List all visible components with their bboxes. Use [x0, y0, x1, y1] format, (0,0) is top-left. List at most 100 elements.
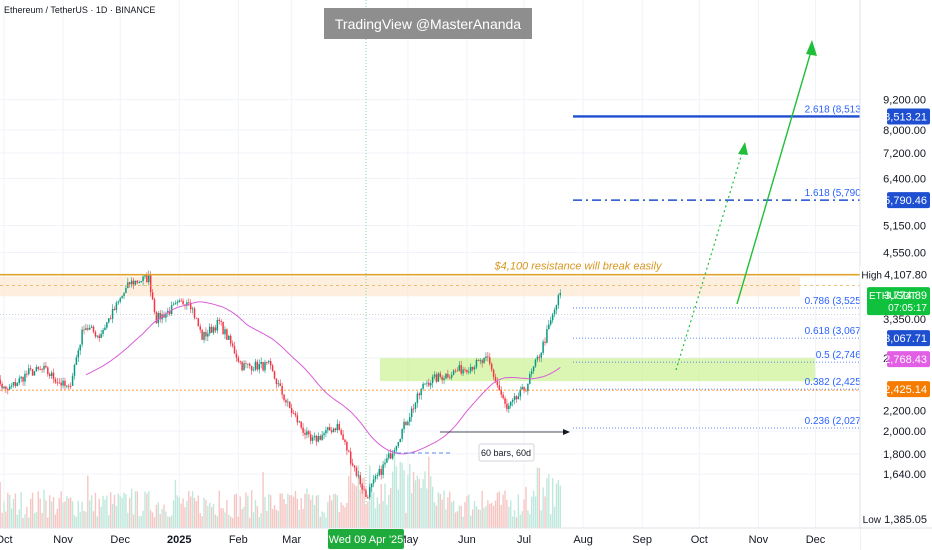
- volume-bar: [300, 498, 302, 528]
- volume-bar: [447, 497, 449, 528]
- volume-bar: [52, 496, 55, 528]
- fib-label-0.618: 0.618 (3,067.71): [805, 326, 878, 337]
- volume-bar: [35, 512, 38, 528]
- moving-average-line: [85, 301, 561, 455]
- candle-2025-06-10: [483, 358, 485, 363]
- candle-2025-02-22: [277, 383, 280, 385]
- volume-bar: [502, 494, 504, 528]
- volume-bar: [441, 499, 443, 528]
- candle-2024-11-05: [69, 385, 72, 387]
- volume-bar: [292, 496, 295, 528]
- candle-2024-10-14: [28, 368, 30, 375]
- volume-bar: [216, 516, 219, 528]
- candle-2025-05-09: [422, 383, 424, 389]
- candle-2024-11-25: [108, 318, 110, 323]
- volume-bar: [395, 466, 398, 528]
- candle-2025-03-15: [317, 436, 320, 442]
- volume-bar: [397, 489, 400, 528]
- volume-bar: [378, 503, 380, 528]
- candle-2024-11-15: [88, 327, 91, 330]
- projection-arrowhead-dotted: [738, 142, 748, 155]
- candle-2025-03-06: [300, 421, 302, 428]
- volume-bar: [235, 493, 238, 528]
- volume-bar: [241, 509, 243, 528]
- candle-2025-03-18: [323, 433, 325, 436]
- candle-2024-11-16: [90, 326, 93, 328]
- volume-bar: [60, 491, 62, 528]
- volume-bar: [153, 517, 156, 528]
- volume-bar: [163, 504, 165, 528]
- candle-2024-10-24: [47, 367, 49, 375]
- candle-2025-06-17: [496, 381, 499, 386]
- volume-bar: [327, 501, 329, 528]
- volume-bar: [382, 501, 384, 528]
- volume-bar: [492, 505, 495, 528]
- candle-2025-02-18: [269, 361, 272, 366]
- volume-bar: [464, 502, 466, 528]
- candle-2024-11-22: [102, 330, 104, 334]
- volume-bar: [81, 501, 83, 528]
- volume-bar: [270, 495, 272, 528]
- volume-bar: [18, 509, 20, 528]
- volume-bar: [424, 471, 426, 528]
- price-tag-1618: 5,790.46: [884, 195, 927, 207]
- candle-2025-05-04: [412, 408, 415, 410]
- candle-2024-11-06: [71, 375, 74, 386]
- candle-2025-05-11: [426, 382, 428, 384]
- candle-2025-03-02: [292, 412, 295, 414]
- volume-bar: [485, 505, 487, 528]
- candle-2024-11-21: [100, 333, 102, 338]
- volume-bar: [338, 512, 340, 528]
- candle-2024-10-18: [35, 367, 38, 372]
- candle-2025-03-24: [334, 428, 337, 431]
- candle-2025-05-19: [441, 376, 443, 380]
- volume-bar: [298, 510, 300, 528]
- candle-2025-05-22: [447, 373, 449, 378]
- candle-2024-12-13: [142, 276, 144, 282]
- candle-2025-05-08: [420, 388, 422, 396]
- candle-2024-10-09: [18, 378, 20, 384]
- price-tick-6400: 6,400.00: [883, 173, 926, 185]
- candle-2024-09-29: [0, 379, 1, 384]
- candle-2024-11-19: [96, 335, 99, 337]
- candle-2025-01-26: [226, 329, 228, 340]
- candle-2025-02-01: [237, 357, 240, 362]
- candle-2025-02-03: [241, 361, 243, 371]
- candle-2024-12-02: [121, 296, 123, 299]
- price-tick-2200: 2,200.00: [883, 405, 926, 417]
- volume-bar: [490, 502, 493, 528]
- candle-2025-06-22: [506, 403, 508, 410]
- candle-2025-04-28: [401, 429, 403, 439]
- volume-bar: [66, 496, 68, 528]
- volume-bar: [104, 499, 106, 528]
- volume-bar: [115, 506, 118, 528]
- volume-bar: [285, 504, 287, 528]
- volume-bar: [475, 506, 478, 528]
- volume-bar: [167, 516, 169, 528]
- volume-bar: [231, 517, 234, 528]
- high-label-bg: [860, 266, 884, 283]
- candle-2025-04-14: [374, 476, 377, 480]
- candle-2024-12-01: [119, 298, 121, 302]
- volume-bar: [125, 493, 127, 528]
- candle-2024-11-18: [94, 331, 97, 337]
- volume-bar: [176, 495, 179, 528]
- candle-2024-11-08: [75, 357, 78, 366]
- volume-bar: [79, 511, 81, 528]
- candle-2025-02-25: [283, 394, 285, 401]
- volume-bar: [127, 512, 129, 528]
- candle-2025-06-08: [479, 360, 481, 362]
- volume-bar: [174, 479, 177, 528]
- volume-bar: [275, 509, 278, 528]
- volume-bar: [151, 512, 154, 528]
- candle-2024-12-03: [123, 293, 125, 297]
- volume-bar: [209, 502, 211, 528]
- volume-bar: [519, 514, 521, 528]
- volume-bar: [161, 508, 163, 528]
- candle-2025-03-19: [325, 430, 327, 434]
- candle-2024-11-26: [109, 318, 112, 320]
- volume-bar: [96, 516, 99, 528]
- candle-2024-11-02: [64, 380, 66, 387]
- volume-bar: [182, 498, 184, 528]
